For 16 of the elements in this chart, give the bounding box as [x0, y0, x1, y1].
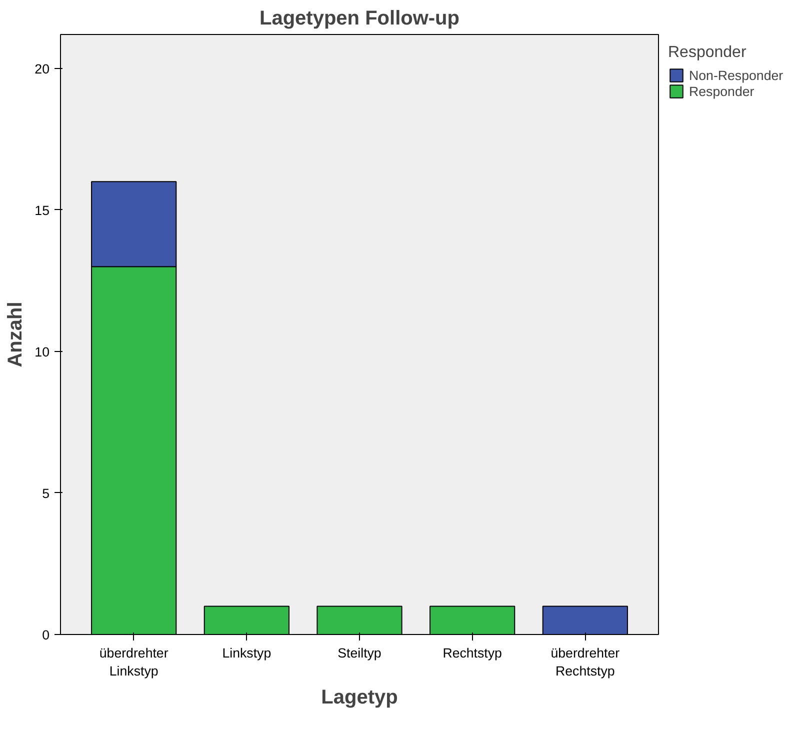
- x-tick-label: Linkstyp: [222, 646, 272, 660]
- y-tick-label: 15: [34, 202, 50, 218]
- legend-title: Responder: [668, 44, 748, 62]
- y-tick-label: 10: [34, 344, 50, 360]
- y-tick-label: 0: [42, 628, 50, 642]
- y-tick-label: 20: [34, 61, 50, 76]
- x-tick-label: Steiltyp: [338, 646, 382, 660]
- y-tick-label: 5: [42, 486, 50, 501]
- legend-label: Responder: [689, 84, 754, 98]
- y-axis-title: Anzahl: [4, 302, 27, 368]
- x-tick-label: überdrehter Rechtstyp: [550, 646, 620, 678]
- legend-label: Non-Responder: [689, 68, 784, 82]
- x-tick-label: Rechtstyp: [442, 646, 502, 660]
- chart-title: Lagetypen Follow-up: [260, 8, 460, 30]
- x-tick-label: überdrehter Linkstyp: [99, 646, 169, 678]
- x-axis-title: Lagetyp: [321, 686, 398, 708]
